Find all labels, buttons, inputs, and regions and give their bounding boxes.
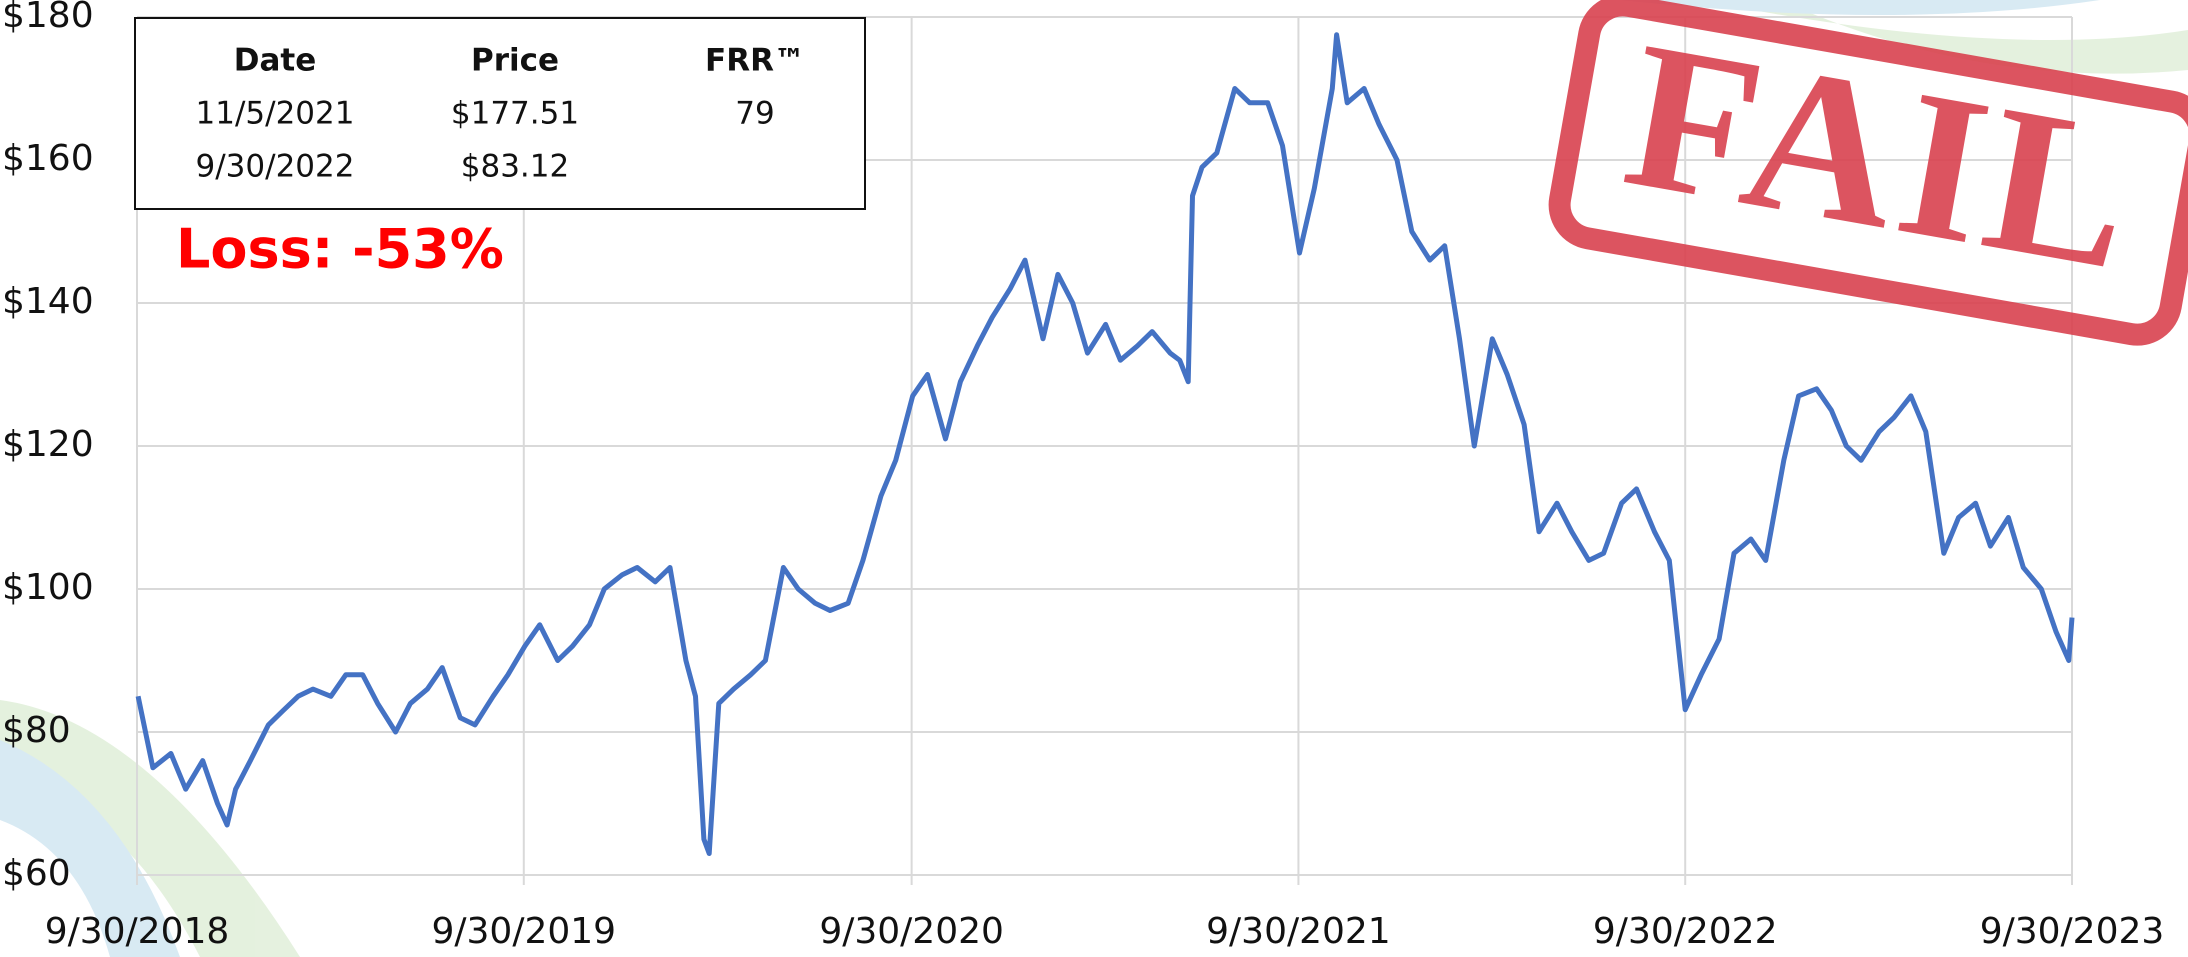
table-header: Date <box>234 43 317 79</box>
x-tick-label: 9/30/2018 <box>45 911 230 952</box>
table-cell: $177.51 <box>451 96 579 132</box>
table-cell: 79 <box>735 96 774 132</box>
x-tick-label: 9/30/2023 <box>1980 911 2165 952</box>
table-cell: 11/5/2021 <box>196 96 355 132</box>
swoosh <box>0 740 180 957</box>
swoosh <box>1620 0 2100 15</box>
y-tick-label: $180 <box>2 0 94 36</box>
y-tick-label: $140 <box>2 281 94 322</box>
swoosh <box>1700 0 2188 74</box>
loss-annotation: Loss: -53% <box>176 218 504 281</box>
x-tick-label: 9/30/2020 <box>819 911 1004 952</box>
y-tick-label: $80 <box>2 710 71 751</box>
x-tick-label: 9/30/2022 <box>1593 911 1778 952</box>
y-tick-label: $120 <box>2 424 94 465</box>
plot <box>135 32 2075 856</box>
swoosh <box>0 700 300 957</box>
table-header: Price <box>471 43 559 79</box>
x-tick-label: 9/30/2021 <box>1206 911 1391 952</box>
table-header: FRR™ <box>705 43 805 79</box>
stamp-border <box>1548 0 2188 346</box>
x-tick-label: 9/30/2019 <box>431 911 616 952</box>
table-box <box>134 17 866 210</box>
table-cell: 9/30/2022 <box>196 149 355 185</box>
price-line <box>135 32 2075 856</box>
y-tick-label: $100 <box>2 567 94 608</box>
table-cell: $83.12 <box>461 149 569 185</box>
y-tick-label: $60 <box>2 853 71 894</box>
info-table: Date Price FRR™ 11/5/2021 $177.51 79 9/3… <box>134 17 866 210</box>
y-tick-label: $160 <box>2 138 94 179</box>
